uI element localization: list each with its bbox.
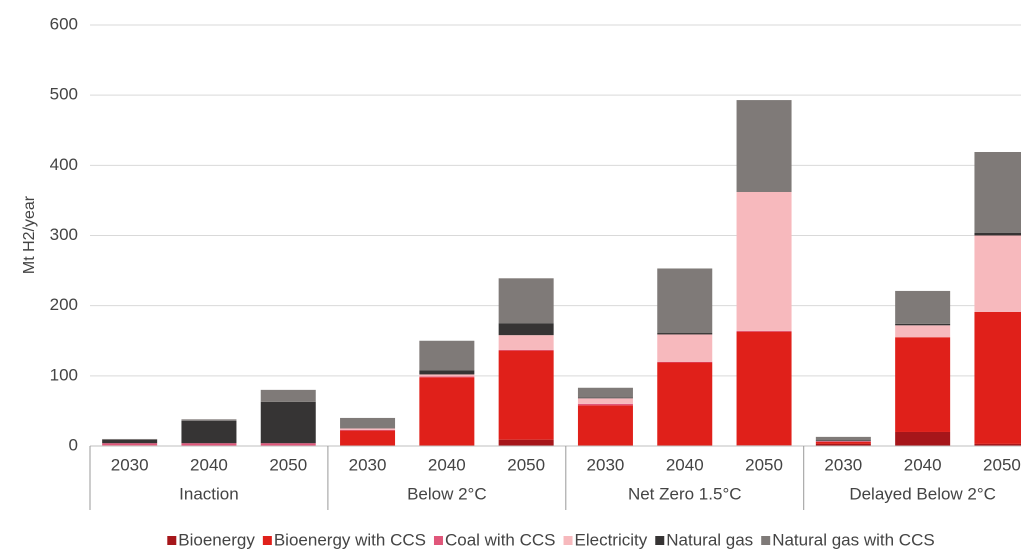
bar-segment [815, 441, 871, 442]
legend-label: Bioenergy with CCS [274, 530, 426, 549]
bar-segment [736, 331, 792, 446]
bar-segment [577, 405, 633, 446]
group-label: Inaction [179, 484, 239, 503]
bar-segment [419, 376, 475, 378]
y-tick-label: 600 [50, 14, 78, 33]
bar-segment [736, 330, 792, 332]
group-label: Below 2°C [407, 484, 487, 503]
bar-segment [815, 441, 871, 444]
group-label: Delayed Below 2°C [849, 484, 996, 503]
legend-swatch [262, 536, 272, 545]
bar-segment [577, 397, 633, 399]
bar-segment [340, 428, 396, 430]
legend-swatch [563, 536, 573, 545]
y-tick-label: 300 [50, 225, 78, 244]
bar-segment [498, 323, 554, 336]
bar-segment [974, 311, 1021, 444]
bar-segment [419, 370, 475, 375]
x-tick-label: 2040 [428, 455, 466, 474]
bar-segment [577, 398, 633, 404]
bar-segment [260, 401, 316, 444]
legend-label: Electricity [575, 530, 648, 549]
bar-segment [340, 417, 396, 429]
bar-segment [657, 361, 713, 363]
bar-segment [419, 377, 475, 446]
bar-segment [895, 431, 951, 446]
legend-label: Natural gas [666, 530, 753, 549]
legend-label: Natural gas with CCS [772, 530, 935, 549]
bar-segment [657, 333, 713, 335]
bar-segment [736, 191, 792, 331]
bar-segment [340, 429, 396, 431]
bar-segment [419, 374, 475, 377]
bar-segment [736, 100, 792, 192]
legend-swatch [761, 536, 771, 545]
bar-segment [974, 152, 1021, 233]
bar-segment [260, 443, 316, 446]
bar-segment [181, 420, 237, 444]
bar-segment [340, 430, 396, 446]
bar-segment [657, 268, 713, 334]
bar-segment [895, 290, 951, 324]
bar-segment [815, 440, 871, 442]
bar-segment [815, 443, 871, 446]
x-tick-label: 2040 [904, 455, 942, 474]
x-tick-label: 2050 [745, 455, 783, 474]
bar-segment [498, 350, 554, 440]
bar-segment [974, 235, 1021, 312]
bar-segment [815, 436, 871, 441]
bar-segment [657, 362, 713, 446]
legend-swatch [433, 536, 443, 545]
x-tick-label: 2030 [824, 455, 862, 474]
bar-segment [498, 439, 554, 446]
bar-segment [419, 340, 475, 371]
bar-segment [498, 349, 554, 351]
y-tick-label: 0 [69, 435, 78, 454]
bar-segment [102, 443, 158, 446]
bar-segment [260, 389, 316, 402]
bar-segment [974, 232, 1021, 236]
legend-label: Coal with CCS [445, 530, 556, 549]
legend-swatch [167, 536, 177, 545]
x-tick-label: 2030 [587, 455, 625, 474]
bar-segment [895, 323, 951, 326]
bar-segment [895, 337, 951, 432]
group-label: Net Zero 1.5°C [628, 484, 742, 503]
x-tick-label: 2030 [111, 455, 149, 474]
y-tick-label: 500 [50, 85, 78, 104]
bar-segment [498, 278, 554, 324]
bar-segment [577, 403, 633, 406]
bar-segment [657, 334, 713, 362]
bar-segment [102, 439, 158, 444]
x-tick-label: 2050 [507, 455, 545, 474]
legend-swatch [655, 536, 665, 545]
y-tick-label: 200 [50, 295, 78, 314]
bar-segment [181, 419, 237, 421]
x-tick-label: 2040 [666, 455, 704, 474]
legend-label: Bioenergy [178, 530, 255, 549]
x-tick-label: 2050 [269, 455, 307, 474]
bar-segment [895, 325, 951, 338]
bar-segment [974, 443, 1021, 446]
bar-segment [498, 335, 554, 350]
x-tick-label: 2030 [349, 455, 387, 474]
bar-segment [181, 443, 237, 446]
x-tick-label: 2040 [190, 455, 228, 474]
x-tick-label: 2050 [983, 455, 1021, 474]
y-axis-title: Mt H2/year [21, 195, 38, 274]
y-tick-label: 400 [50, 155, 78, 174]
bar-segment [102, 438, 158, 440]
bar-segment [577, 387, 633, 398]
y-tick-label: 100 [50, 365, 78, 384]
